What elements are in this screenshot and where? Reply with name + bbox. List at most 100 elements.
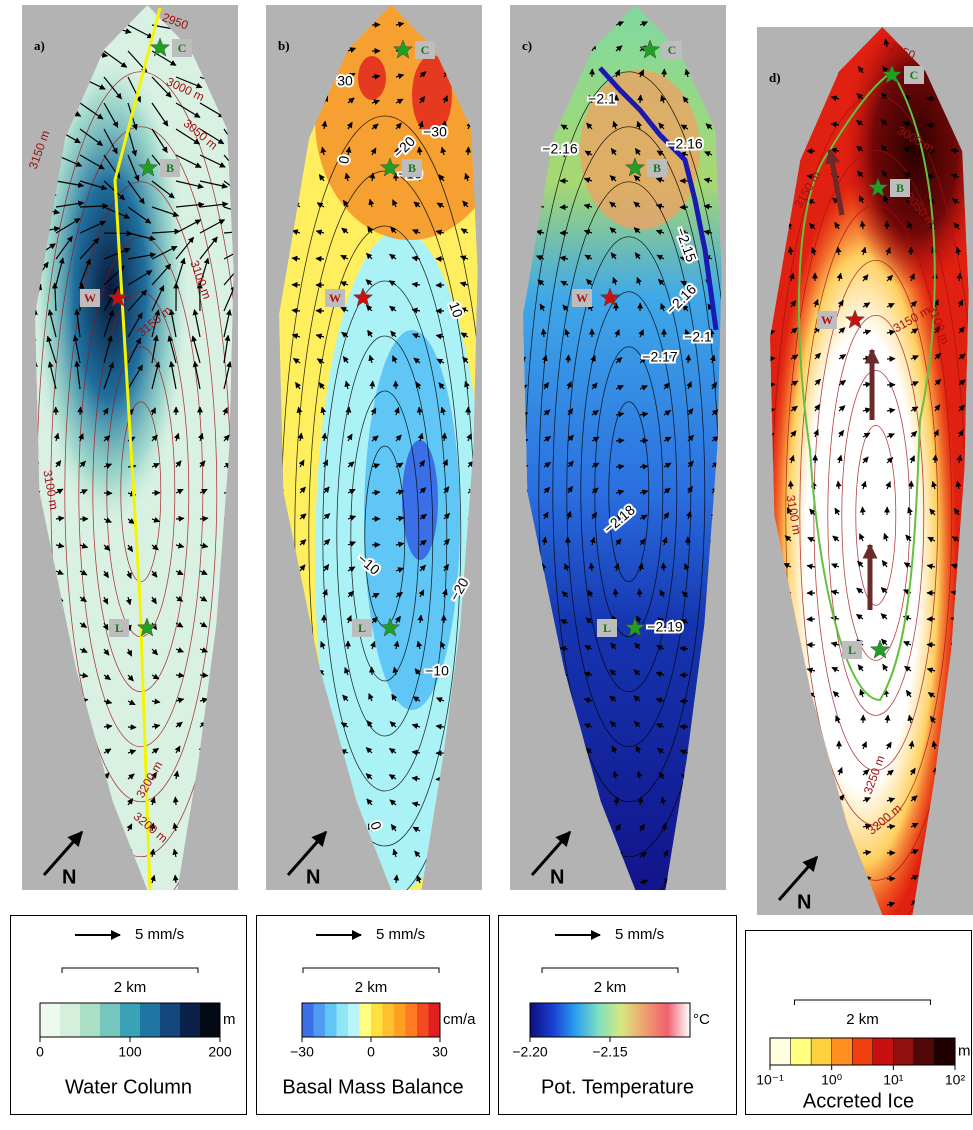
flow-arrow — [127, 252, 157, 260]
flow-arrow — [151, 334, 159, 364]
flow-arrow — [365, 279, 373, 286]
flow-arrow — [47, 309, 57, 338]
flow-arrow — [371, 463, 381, 469]
contour-line — [580, 291, 678, 693]
flow-arrow — [655, 671, 665, 678]
contour-line — [608, 401, 650, 583]
flow-arrow — [951, 536, 960, 543]
flow-arrow — [175, 697, 185, 704]
flow-arrow — [175, 154, 202, 168]
flow-arrow — [55, 488, 64, 495]
flow-arrow — [856, 145, 864, 152]
flow-arrow — [882, 663, 889, 672]
flow-arrow — [55, 460, 62, 468]
flow-arrow — [366, 798, 373, 806]
flow-arrow — [197, 432, 204, 442]
flow-arrow — [151, 263, 172, 286]
station-star — [639, 39, 661, 59]
flow-arrow — [53, 432, 60, 442]
flow-arrow — [591, 436, 600, 443]
flow-arrow — [561, 591, 569, 598]
flow-arrow — [857, 66, 864, 74]
flow-arrow — [541, 354, 548, 364]
flow-arrow — [299, 486, 306, 494]
flow-arrow — [151, 245, 178, 260]
flow-arrow — [392, 666, 399, 676]
flow-arrow — [813, 298, 819, 308]
flow-arrow — [103, 723, 113, 730]
station-label-box — [572, 289, 592, 307]
flow-arrow — [907, 506, 913, 516]
flow-arrow — [834, 221, 841, 230]
flow-arrow — [658, 772, 665, 780]
flow-arrow — [175, 76, 203, 89]
north-arrow — [777, 855, 819, 901]
flow-arrow — [151, 462, 160, 469]
flow-arrow — [365, 252, 373, 260]
flow-arrow — [395, 462, 404, 469]
flow-arrow — [315, 229, 325, 236]
flow-arrow — [151, 673, 160, 680]
flow-arrow — [836, 454, 843, 464]
flow-arrow — [881, 170, 888, 178]
flow-arrow — [72, 334, 81, 364]
flow-arrow — [536, 255, 545, 261]
flow-arrow — [346, 433, 353, 442]
flow-arrow — [365, 747, 373, 754]
flow-arrow — [790, 430, 797, 438]
flow-arrow — [585, 617, 593, 624]
flow-arrow — [543, 382, 550, 390]
contour-line — [813, 260, 939, 771]
flow-arrow — [395, 98, 404, 105]
flow-arrow — [808, 222, 816, 230]
flow-arrow — [858, 195, 865, 204]
flow-arrow — [344, 380, 351, 390]
colorbar-tick-label: 10¹ — [883, 1072, 904, 1088]
flow-arrow — [199, 201, 229, 208]
flow-arrow — [103, 76, 122, 100]
flow-arrow — [838, 429, 845, 438]
station-star — [379, 617, 401, 637]
flow-arrow — [857, 664, 864, 672]
flow-arrow — [770, 355, 776, 362]
flow-arrow — [392, 199, 398, 208]
flow-arrow — [79, 460, 86, 468]
flow-arrow — [347, 541, 356, 547]
flow-arrow — [371, 616, 378, 624]
flow-arrow — [655, 203, 665, 210]
flow-arrow — [79, 621, 88, 628]
flow-arrow — [656, 645, 665, 651]
flow-arrow — [684, 328, 691, 338]
station-label-box — [402, 159, 422, 177]
colorbar-tick-label: −2.15 — [592, 1044, 628, 1060]
flow-arrow — [584, 748, 593, 755]
flow-arrow — [609, 695, 617, 702]
flow-arrow — [443, 538, 450, 546]
flow-arrow — [321, 432, 328, 442]
contour-label: −2.19 — [647, 619, 683, 635]
station-label-box — [662, 41, 682, 59]
flow-arrow — [661, 822, 668, 832]
flow-arrow — [175, 515, 185, 522]
flow-arrow — [830, 95, 840, 102]
flow-arrow — [926, 641, 936, 648]
flow-arrow — [709, 354, 716, 364]
flow-arrow — [932, 454, 939, 464]
station-star — [844, 309, 866, 329]
flow-arrow — [347, 488, 356, 495]
flow-arrow — [953, 508, 960, 516]
flow-arrow — [199, 697, 209, 704]
flow-arrow — [443, 512, 451, 520]
flow-arrow — [411, 281, 421, 288]
flow-arrow — [150, 407, 156, 416]
flow-arrow — [79, 258, 91, 286]
flow-arrow — [929, 508, 936, 516]
flow-arrow — [55, 542, 65, 549]
station-label: W — [821, 313, 833, 327]
flow-arrow — [860, 480, 867, 490]
flow-arrow — [347, 590, 354, 598]
flow-arrow — [416, 146, 423, 156]
flow-arrow — [299, 513, 307, 520]
flow-arrow — [412, 229, 421, 235]
legend-title: Water Column — [65, 1076, 192, 1098]
